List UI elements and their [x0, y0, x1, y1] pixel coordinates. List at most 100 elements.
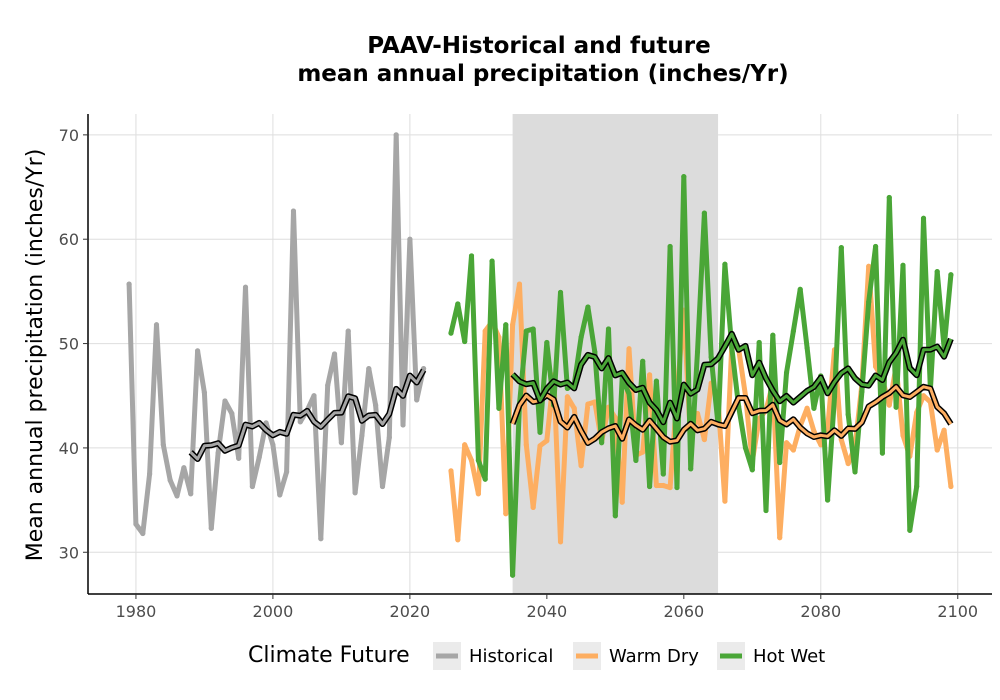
data-point-hot-wet	[811, 405, 817, 411]
data-point-hot-wet	[462, 338, 468, 345]
data-point-hot-wet	[948, 272, 954, 278]
data-point-hot-wet	[831, 394, 838, 400]
data-point-hot-wet	[448, 330, 454, 336]
data-point-warm-dry	[564, 394, 570, 400]
data-point-hot-wet	[482, 476, 488, 482]
data-point-hot-wet	[605, 326, 612, 332]
data-point-historical	[311, 393, 317, 399]
x-tick-label: 2100	[937, 602, 978, 621]
data-point-historical	[133, 521, 139, 527]
plot-axes	[87, 114, 992, 595]
data-point-warm-dry	[482, 328, 488, 334]
data-point-warm-dry	[468, 457, 475, 464]
data-point-hot-wet	[920, 215, 927, 221]
series-line-hot-wet	[448, 174, 954, 578]
chart-title-line-2: mean annual precipitation (inches/Yr)	[297, 61, 788, 87]
data-point-warm-dry	[516, 281, 523, 287]
data-point-warm-dry	[544, 438, 550, 444]
data-point-hot-wet	[530, 326, 536, 332]
y-axis-ticks: 30 40 50 60 70	[59, 126, 88, 562]
data-point-hot-wet	[496, 405, 502, 411]
data-point-hot-wet	[749, 467, 755, 473]
data-point-warm-dry	[667, 484, 673, 491]
series-line-historical	[126, 132, 427, 542]
data-point-warm-dry	[462, 442, 468, 448]
data-point-warm-dry	[571, 405, 577, 411]
data-point-historical	[153, 322, 160, 328]
data-point-historical	[407, 236, 413, 242]
data-point-warm-dry	[530, 504, 536, 510]
data-point-historical	[297, 419, 303, 425]
data-point-hot-wet	[777, 459, 783, 466]
data-point-hot-wet	[674, 484, 680, 491]
data-point-warm-dry	[578, 463, 584, 469]
data-point-hot-wet	[783, 370, 790, 376]
data-point-hot-wet	[489, 258, 495, 264]
data-point-historical	[256, 454, 262, 460]
data-point-warm-dry	[777, 535, 783, 541]
data-point-hot-wet	[790, 328, 796, 334]
data-point-warm-dry	[783, 440, 790, 446]
legend-label-historical: Historical	[469, 646, 553, 667]
legend-label-warm-dry: Warm Dry	[609, 646, 699, 667]
data-point-hot-wet	[592, 349, 598, 355]
data-point-historical	[345, 328, 351, 334]
data-point-hot-wet	[804, 345, 810, 351]
x-tick-label: 2000	[253, 602, 294, 621]
data-point-warm-dry	[920, 393, 927, 399]
data-point-hot-wet	[578, 334, 584, 340]
data-point-hot-wet	[825, 497, 831, 503]
x-tick-label: 2060	[663, 602, 704, 621]
data-point-hot-wet	[640, 358, 646, 364]
legend-label-hot-wet: Hot Wet	[753, 646, 825, 667]
legend: Climate Future Historical Warm Dry Hot Wet	[248, 642, 825, 670]
data-point-warm-dry	[510, 322, 516, 328]
data-point-warm-dry	[948, 483, 954, 490]
data-point-hot-wet	[537, 429, 543, 435]
data-point-historical	[147, 471, 153, 477]
data-point-historical	[126, 281, 132, 287]
x-tick-label: 2080	[800, 602, 841, 621]
data-point-historical	[140, 530, 146, 537]
y-tick-label: 50	[59, 335, 79, 354]
data-point-warm-dry	[701, 436, 707, 443]
data-point-hot-wet	[893, 404, 899, 410]
y-tick-label: 30	[59, 543, 79, 562]
data-point-hot-wet	[503, 322, 509, 328]
data-point-historical	[366, 366, 372, 372]
data-point-hot-wet	[763, 507, 769, 514]
data-point-warm-dry	[523, 442, 529, 448]
data-point-historical	[236, 455, 242, 461]
data-point-hot-wet	[660, 471, 666, 477]
data-point-historical	[393, 132, 399, 138]
data-point-hot-wet	[557, 289, 564, 296]
data-point-historical	[284, 469, 290, 475]
data-point-warm-dry	[557, 539, 564, 545]
data-point-historical	[379, 483, 386, 490]
data-point-warm-dry	[845, 460, 851, 467]
data-point-hot-wet	[599, 440, 605, 446]
data-point-hot-wet	[633, 457, 639, 464]
data-point-hot-wet	[907, 527, 913, 533]
data-point-historical	[222, 398, 228, 404]
mean-curve-historical	[189, 369, 425, 461]
data-point-hot-wet	[708, 354, 714, 360]
data-point-warm-dry	[804, 405, 810, 411]
data-point-warm-dry	[475, 491, 481, 497]
data-point-hot-wet	[886, 194, 892, 201]
data-point-warm-dry	[646, 372, 653, 378]
data-point-historical	[400, 422, 406, 428]
data-point-historical	[359, 432, 365, 438]
legend-title: Climate Future	[248, 643, 410, 668]
data-point-hot-wet	[544, 339, 550, 346]
data-point-warm-dry	[927, 399, 933, 405]
data-point-warm-dry	[503, 511, 509, 517]
data-point-historical	[331, 351, 338, 357]
data-point-historical	[194, 348, 201, 354]
data-point-hot-wet	[475, 457, 481, 464]
data-point-hot-wet	[688, 466, 694, 472]
data-point-hot-wet	[845, 411, 851, 418]
data-point-historical	[352, 490, 358, 496]
data-point-warm-dry	[448, 468, 454, 474]
data-point-hot-wet	[653, 378, 660, 384]
